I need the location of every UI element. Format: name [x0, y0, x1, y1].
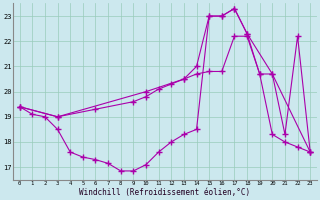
- X-axis label: Windchill (Refroidissement éolien,°C): Windchill (Refroidissement éolien,°C): [79, 188, 251, 197]
